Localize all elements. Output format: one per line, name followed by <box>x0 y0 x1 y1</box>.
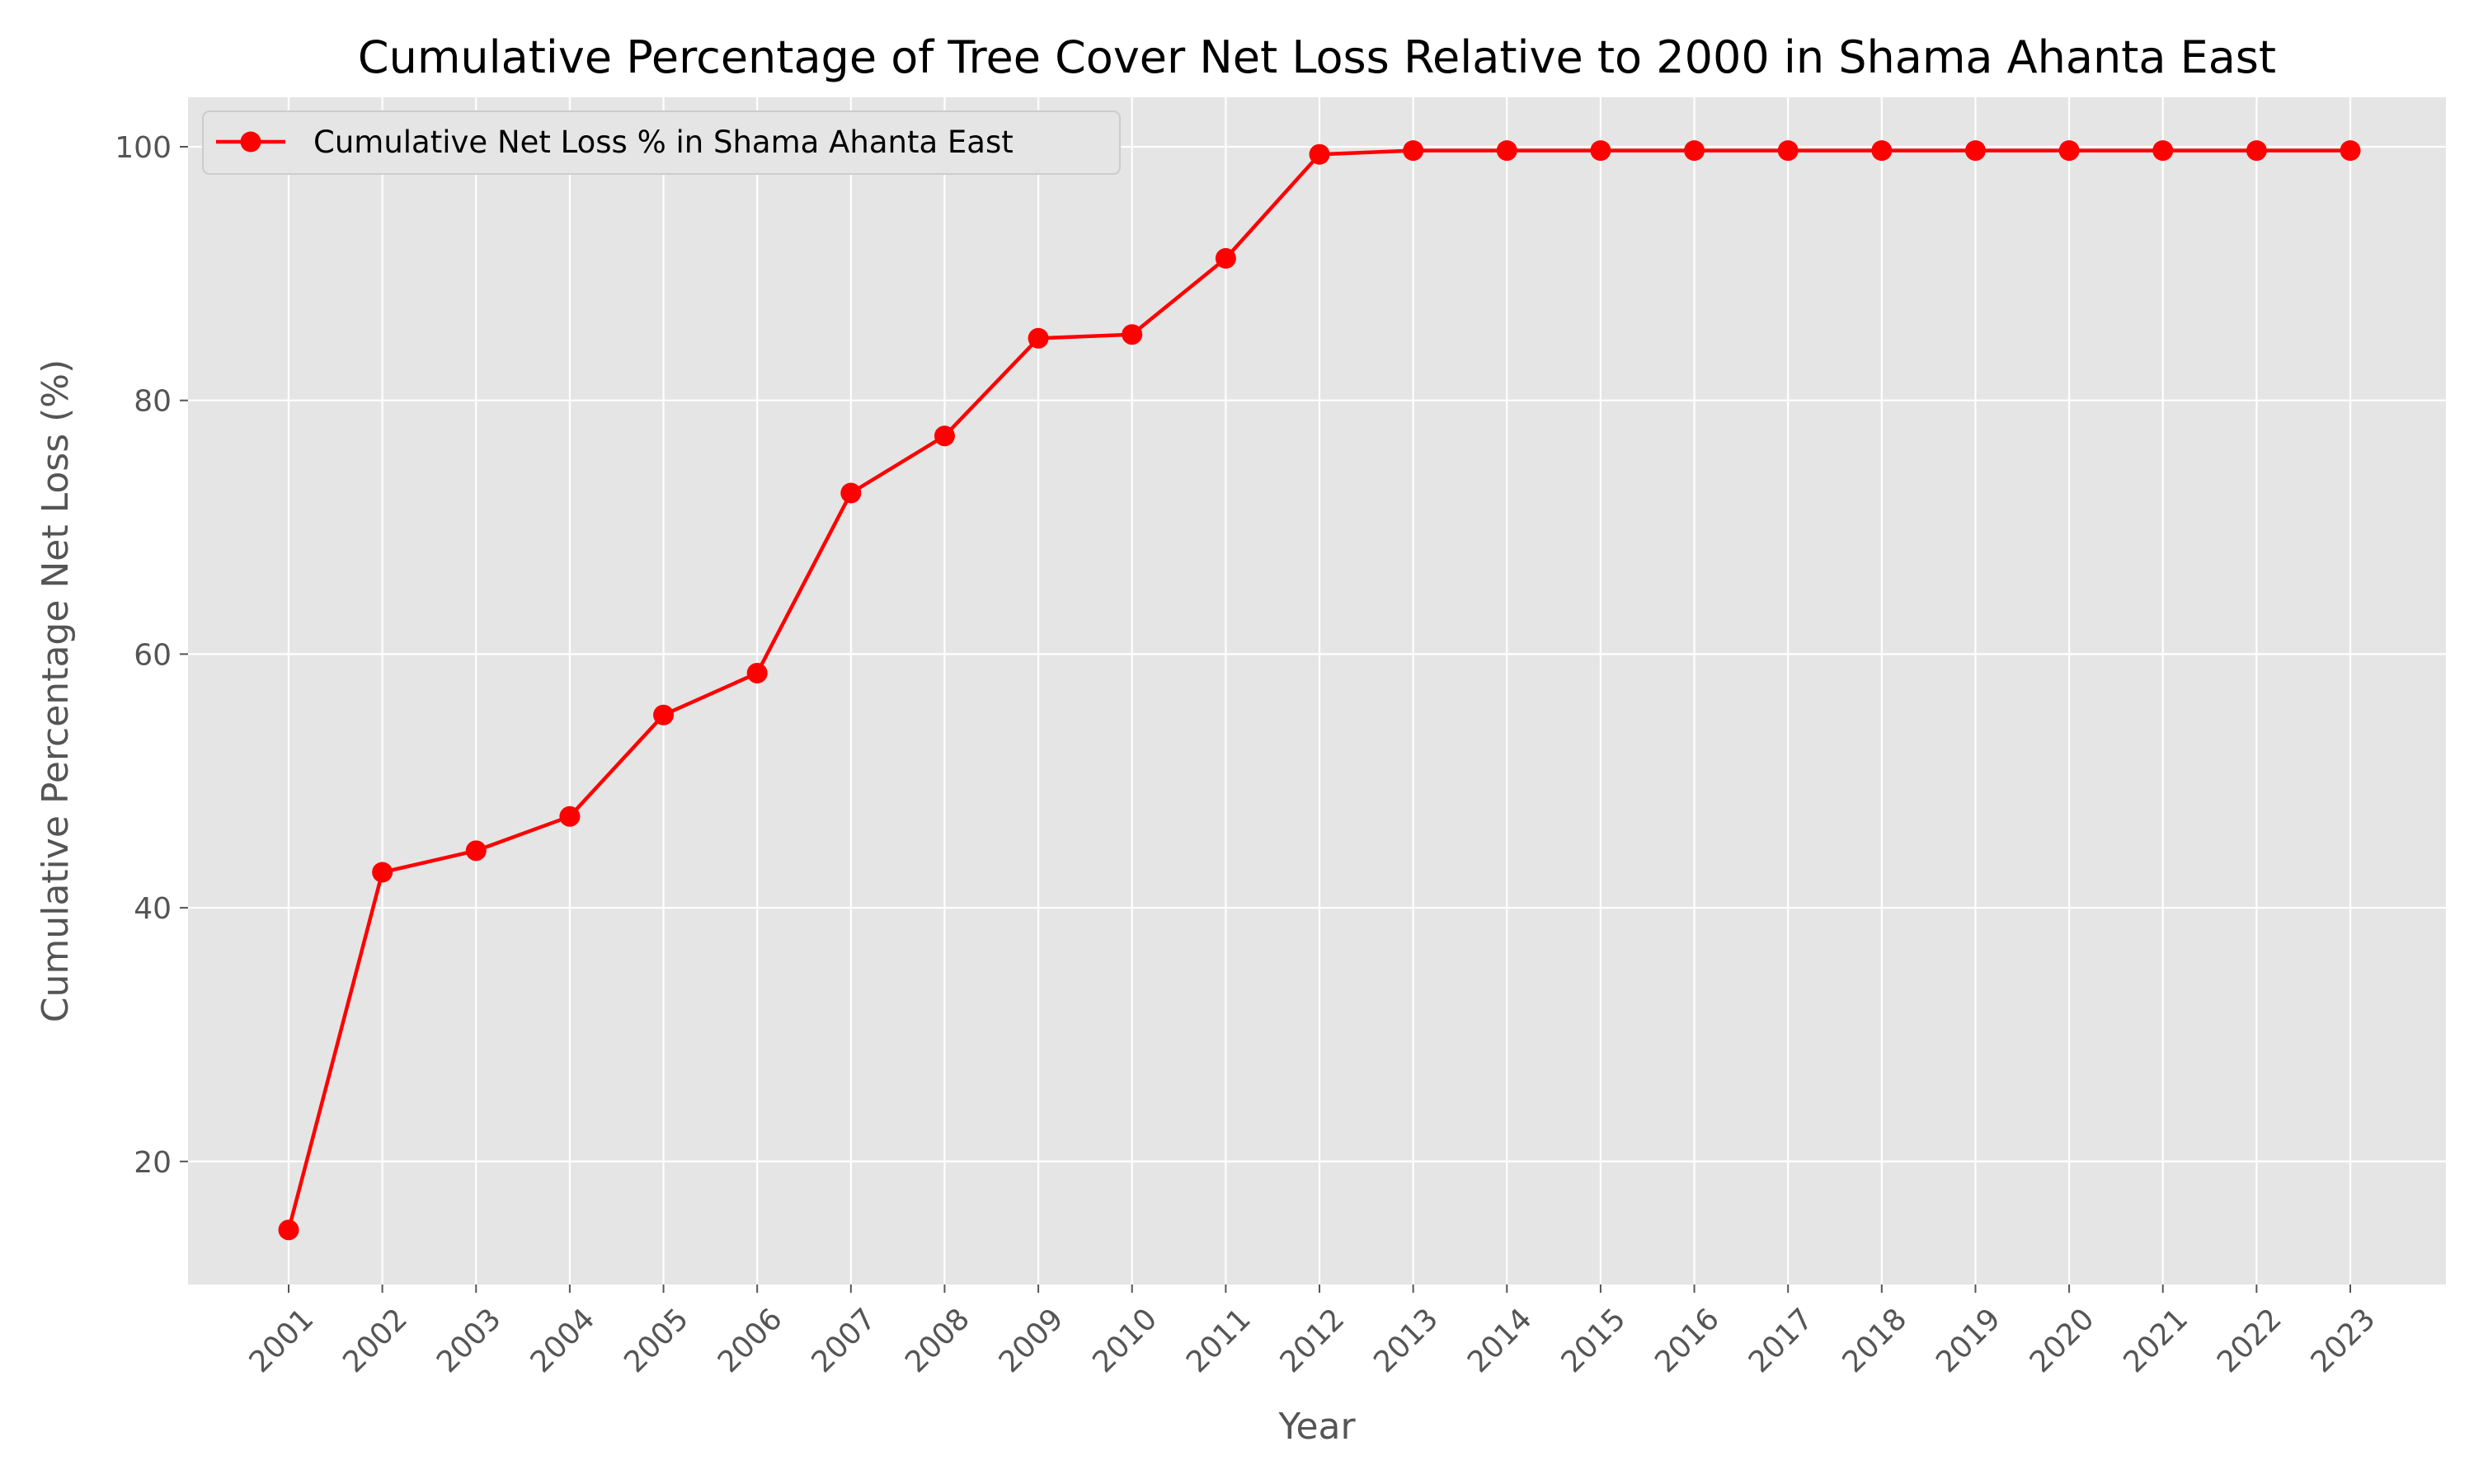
data-point <box>1496 140 1517 162</box>
x-tick-label: 2005 <box>618 1302 695 1379</box>
x-tick-label: 2003 <box>430 1302 508 1379</box>
data-point <box>2246 140 2267 162</box>
x-tick-label: 2013 <box>1367 1302 1445 1379</box>
x-tick-label: 2012 <box>1274 1302 1352 1379</box>
data-point <box>278 1219 299 1241</box>
x-tick-label: 2006 <box>712 1302 789 1379</box>
data-point <box>840 482 862 504</box>
data-point <box>372 862 393 883</box>
y-tick-label: 20 <box>134 1146 172 1180</box>
y-tick-label: 100 <box>115 131 172 165</box>
x-tick-label: 2014 <box>1461 1302 1539 1379</box>
chart-title: Cumulative Percentage of Tree Cover Net … <box>358 31 2276 83</box>
x-tick-label: 2015 <box>1555 1302 1633 1379</box>
x-tick-label: 2020 <box>2024 1302 2101 1379</box>
data-point <box>934 425 955 447</box>
data-point <box>559 805 581 827</box>
plot-area <box>188 97 2446 1284</box>
x-tick-label: 2010 <box>1086 1302 1164 1379</box>
y-axis-label: Cumulative Percentage Net Loss (%) <box>35 359 77 1022</box>
series-layer <box>278 140 2361 1241</box>
x-axis-ticks: 2001 2002 2003 2004 2005 2006 2007 2008 2009 2010… <box>243 1284 2382 1379</box>
data-point <box>1590 140 1611 162</box>
x-tick-label: 2009 <box>993 1302 1070 1379</box>
legend-marker <box>240 131 261 153</box>
x-tick-label: 2002 <box>336 1302 414 1379</box>
data-point <box>1403 140 1424 162</box>
grid-lines <box>188 97 2446 1284</box>
data-point <box>1871 140 1893 162</box>
x-tick-label: 2017 <box>1743 1302 1820 1379</box>
data-point <box>2340 140 2361 162</box>
x-tick-label: 2018 <box>1836 1302 1913 1379</box>
x-tick-label: 2019 <box>1930 1302 2007 1379</box>
x-tick-label: 2016 <box>1649 1302 1726 1379</box>
x-tick-label: 2011 <box>1180 1302 1258 1379</box>
data-point <box>1964 140 1986 162</box>
data-point <box>1028 327 1049 349</box>
legend-entry-label: Cumulative Net Loss % in Shama Ahanta Ea… <box>313 124 1014 160</box>
data-point <box>746 662 768 683</box>
x-axis-label: Year <box>1277 1406 1356 1448</box>
data-point <box>1122 324 1143 345</box>
data-point <box>465 840 487 862</box>
x-tick-label: 2007 <box>805 1302 882 1379</box>
x-tick-label: 2023 <box>2305 1302 2382 1379</box>
data-point <box>1684 140 1705 162</box>
y-tick-label: 80 <box>134 385 172 419</box>
data-point <box>1215 247 1236 269</box>
x-tick-label: 2021 <box>2117 1302 2194 1379</box>
data-point <box>1777 140 1799 162</box>
y-tick-label: 60 <box>134 638 172 672</box>
y-tick-label: 40 <box>134 892 172 926</box>
x-tick-label: 2008 <box>899 1302 976 1379</box>
data-point <box>2152 140 2174 162</box>
legend: Cumulative Net Loss % in Shama Ahanta Ea… <box>202 110 1121 175</box>
x-tick-label: 2004 <box>524 1302 602 1379</box>
y-axis-ticks: 20 40 60 80 100 <box>115 131 188 1180</box>
x-tick-label: 2022 <box>2211 1302 2288 1379</box>
legend-box <box>202 110 1121 175</box>
x-tick-label: 2001 <box>243 1302 321 1379</box>
data-point <box>653 704 675 726</box>
data-point <box>1309 143 1330 165</box>
data-point <box>2058 140 2080 162</box>
